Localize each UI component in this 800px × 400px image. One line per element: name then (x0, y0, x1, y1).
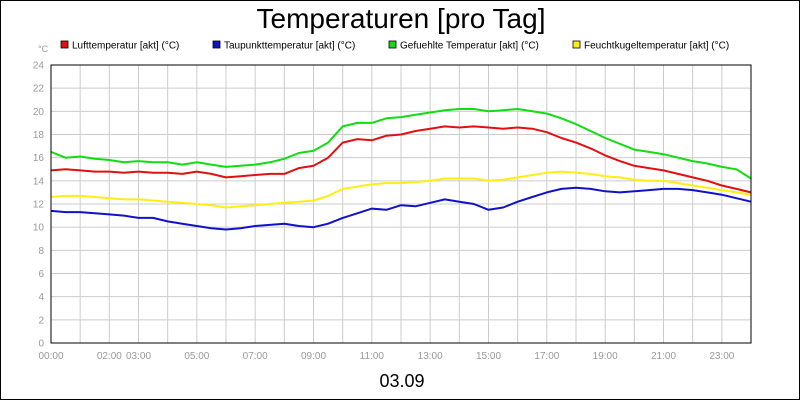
legend-label: Taupunkttemperatur [akt] (°C) (224, 41, 355, 52)
series-line-2 (50, 108, 752, 180)
x-tick-label: 23:00 (709, 351, 734, 362)
legend-label: Gefuehlte Temperatur [akt] (°C) (400, 41, 539, 52)
x-tick-label: 17:00 (534, 351, 559, 362)
x-axis-ticks: 00:00 02:00 03:00 05:00 07:00 09:00 11:00 13:00… (38, 351, 734, 362)
x-tick-label: 19:00 (593, 351, 618, 362)
legend-swatch (572, 40, 581, 49)
legend-swatch (388, 40, 397, 49)
date-label: 03.09 (379, 371, 424, 391)
y-tick-label: 4 (38, 292, 44, 303)
x-tick-label: 07:00 (243, 351, 268, 362)
x-tick-label: 15:00 (476, 351, 501, 362)
plot-border (50, 64, 752, 344)
series-lines (50, 108, 752, 231)
legend: Lufttemperatur [akt] (°C) Taupunkttempera… (60, 40, 729, 52)
legend-label: Feuchtkugeltemperatur [akt] (°C) (584, 41, 729, 52)
x-tick-label: 03:00 (126, 351, 151, 362)
series-line-0 (50, 125, 752, 194)
y-tick-label: 6 (38, 269, 44, 280)
y-tick-label: 24 (33, 61, 45, 72)
x-tick-label: 11:00 (360, 351, 385, 362)
y-tick-label: 2 (38, 315, 44, 326)
y-tick-label: 20 (33, 107, 45, 118)
series-line-3 (50, 170, 752, 209)
chart-title: Temperaturen [pro Tag] (257, 3, 546, 34)
y-tick-label: 22 (33, 84, 45, 95)
legend-label: Lufttemperatur [akt] (°C) (72, 41, 179, 52)
y-tick-label: 8 (38, 246, 44, 257)
y-tick-label: 0 (38, 339, 44, 350)
y-tick-label: 10 (33, 223, 45, 234)
x-tick-label: 21:00 (651, 351, 676, 362)
y-unit-label: °C (38, 44, 49, 54)
x-tick-label: 00:00 (38, 351, 63, 362)
legend-swatch (60, 40, 69, 49)
x-tick-label: 13:00 (418, 351, 443, 362)
y-tick-label: 16 (33, 153, 45, 164)
x-tick-label: 02:00 (97, 351, 122, 362)
x-tick-label: 09:00 (301, 351, 326, 362)
y-tick-label: 14 (33, 176, 45, 187)
series-line-1 (50, 186, 752, 231)
y-tick-label: 18 (33, 130, 45, 141)
grid (50, 64, 752, 344)
y-tick-label: 12 (33, 200, 45, 211)
legend-swatch (212, 40, 221, 49)
x-tick-label: 05:00 (184, 351, 209, 362)
